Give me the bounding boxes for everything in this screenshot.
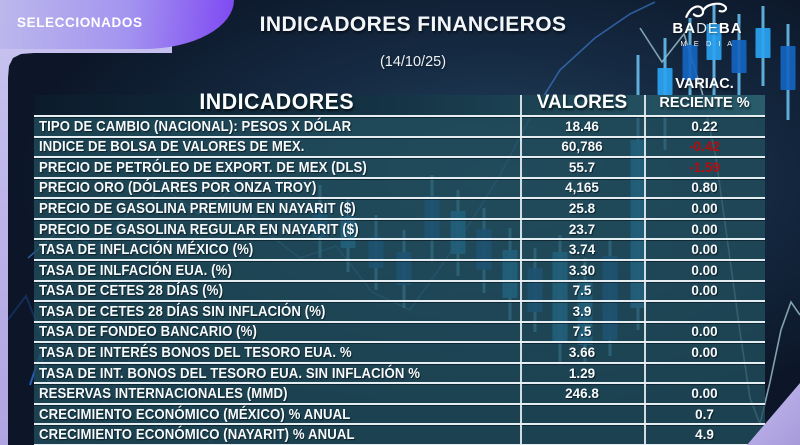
indicator-name: TASA DE CETES 28 DÍAS SIN INFLACIÓN (%) bbox=[39, 302, 326, 320]
indicator-name: TASA DE INFLACIÓN MÉXICO (%) bbox=[39, 241, 254, 259]
column-header-indicators-label: INDICADORES bbox=[199, 89, 355, 114]
indicator-variation: 0.00 bbox=[691, 324, 718, 340]
indicator-name: PRECIO ORO (DÓLARES POR ONZA TROY) bbox=[39, 179, 317, 197]
column-header-indicators: INDICADORES bbox=[34, 89, 520, 115]
column-header-variation-line2: RECIENTE % bbox=[659, 95, 750, 111]
indicator-value: 3.30 bbox=[568, 262, 596, 278]
table-row: TASA DE CETES 28 DÍAS (%) 7.5 0.00 bbox=[34, 281, 765, 303]
indicator-value bbox=[520, 405, 644, 424]
badeba-logo-icon bbox=[684, 2, 727, 18]
indicator-name: TIPO DE CAMBIO (NACIONAL): PESOS X DÓLAR bbox=[39, 117, 352, 135]
indicator-name: INDICE DE BOLSA DE VALORES DE MEX. bbox=[39, 138, 305, 156]
indicator-variation: 0.7 bbox=[695, 406, 714, 422]
table-row: TASA DE INLFACIÓN EUA. (%) 3.30 0.00 bbox=[34, 260, 765, 282]
table-row: TIPO DE CAMBIO (NACIONAL): PESOS X DÓLAR… bbox=[34, 117, 765, 138]
selected-banner-label: SELECCIONADOS bbox=[17, 15, 143, 30]
title-block: INDICADORES FINANCIEROS bbox=[248, 13, 578, 37]
logo-name-part: BA bbox=[718, 20, 743, 37]
indicator-value: 7.5 bbox=[572, 283, 592, 299]
indicator-variation: -0.42 bbox=[689, 139, 720, 155]
indicator-variation: 0.80 bbox=[691, 180, 718, 196]
indicator-name: TASA DE INT. BONOS DEL TESORO EUA. SIN I… bbox=[39, 364, 421, 382]
table-row: RESERVAS INTERNACIONALES (MMD) 246.8 0.0… bbox=[34, 384, 765, 405]
indicator-name: TASA DE INLFACIÓN EUA. (%) bbox=[39, 261, 232, 279]
column-header-values-label: VALORES bbox=[536, 92, 628, 113]
logo-name-part: DE bbox=[696, 20, 719, 37]
indicator-value: 1.29 bbox=[568, 365, 596, 381]
indicator-variation: 0.00 bbox=[691, 262, 718, 278]
column-divider bbox=[644, 95, 646, 445]
column-header-values: VALORES bbox=[520, 92, 644, 115]
table-body: TIPO DE CAMBIO (NACIONAL): PESOS X DÓLAR… bbox=[34, 117, 765, 445]
indicator-value: 4,165 bbox=[565, 180, 599, 196]
indicator-name: PRECIO DE PETRÓLEO DE EXPORT. DE MEX (DL… bbox=[39, 158, 367, 176]
indicator-variation: 0.00 bbox=[691, 221, 718, 237]
table-row: CRECIMIENTO ECONÓMICO (NAYARIT) % ANUAL … bbox=[34, 425, 765, 445]
table-row: TASA DE INTERÉS BONOS DEL TESORO EUA. % … bbox=[34, 343, 765, 364]
table-row: TASA DE INFLACIÓN MÉXICO (%) 3.74 0.00 bbox=[34, 240, 765, 261]
indicator-value: 246.8 bbox=[565, 386, 599, 402]
table-row: PRECIO DE GASOLINA REGULAR EN NAYARIT ($… bbox=[34, 219, 765, 241]
indicator-value: 18.46 bbox=[565, 118, 599, 134]
column-header-variation: VARIAC. RECIENTE % bbox=[644, 76, 765, 115]
indicator-value bbox=[520, 425, 644, 444]
badeba-logo-subtitle: M E D I A bbox=[680, 39, 735, 48]
indicator-name: CRECIMIENTO ECONÓMICO (MÉXICO) % ANUAL bbox=[39, 405, 351, 423]
report-date: (14/10/25) bbox=[379, 54, 447, 70]
table-row: TASA DE INT. BONOS DEL TESORO EUA. SIN I… bbox=[34, 363, 765, 385]
indicator-variation: 0.00 bbox=[691, 344, 718, 360]
indicator-value: 3.66 bbox=[568, 344, 596, 360]
indicator-name: TASA DE INTERÉS BONOS DEL TESORO EUA. % bbox=[39, 343, 352, 361]
indicator-value: 3.74 bbox=[568, 242, 596, 258]
table-header: INDICADORES VALORES VARIAC. RECIENTE % bbox=[34, 76, 765, 117]
indicator-variation: 0.00 bbox=[691, 386, 718, 402]
indicator-value: 60,786 bbox=[561, 139, 603, 155]
indicator-value: 7.5 bbox=[572, 324, 592, 340]
indicator-variation: 0.00 bbox=[691, 283, 718, 299]
indicators-table: INDICADORES VALORES VARIAC. RECIENTE % T… bbox=[34, 76, 765, 445]
indicator-variation: 0.00 bbox=[691, 242, 718, 258]
indicator-name: TASA DE FONDEO BANCARIO (%) bbox=[39, 323, 257, 341]
column-header-variation-label: VARIAC. RECIENTE % bbox=[644, 75, 765, 113]
table-row: CRECIMIENTO ECONÓMICO (MÉXICO) % ANUAL 0… bbox=[34, 404, 765, 426]
indicator-name: PRECIO DE GASOLINA REGULAR EN NAYARIT ($… bbox=[39, 220, 359, 238]
indicator-name: PRECIO DE GASOLINA PREMIUM EN NAYARIT ($… bbox=[39, 200, 356, 218]
indicator-variation bbox=[644, 364, 765, 383]
indicator-variation: 0.00 bbox=[691, 201, 718, 217]
badeba-logo-name: BADEBA bbox=[655, 21, 760, 37]
column-divider bbox=[520, 95, 522, 445]
indicator-name: TASA DE CETES 28 DÍAS (%) bbox=[39, 282, 224, 300]
column-header-variation-line1: VARIAC. bbox=[675, 76, 734, 92]
badeba-logo: BADEBA M E D I A bbox=[655, 1, 760, 48]
table-row: TASA DE FONDEO BANCARIO (%) 7.5 0.00 bbox=[34, 322, 765, 344]
page-title: INDICADORES FINANCIEROS bbox=[259, 13, 567, 36]
indicator-value: 55.7 bbox=[568, 159, 596, 175]
indicator-value: 23.7 bbox=[568, 221, 596, 237]
indicator-variation: 0.22 bbox=[691, 118, 718, 134]
indicator-variation: 4.9 bbox=[695, 427, 714, 443]
indicator-variation bbox=[644, 302, 765, 321]
indicator-value: 3.9 bbox=[572, 303, 592, 319]
table-row: PRECIO DE PETRÓLEO DE EXPORT. DE MEX (DL… bbox=[34, 158, 765, 179]
indicator-name: RESERVAS INTERNACIONALES (MMD) bbox=[39, 385, 288, 403]
table-row: PRECIO ORO (DÓLARES POR ONZA TROY) 4,165… bbox=[34, 178, 765, 200]
indicator-name: CRECIMIENTO ECONÓMICO (NAYARIT) % ANUAL bbox=[39, 426, 355, 444]
table-row: TASA DE CETES 28 DÍAS SIN INFLACIÓN (%) … bbox=[34, 302, 765, 323]
indicator-value: 25.8 bbox=[568, 201, 596, 217]
table-row: PRECIO DE GASOLINA PREMIUM EN NAYARIT ($… bbox=[34, 199, 765, 220]
logo-name-part: BA bbox=[672, 20, 697, 37]
indicator-variation: -1.59 bbox=[689, 159, 720, 175]
table-row: INDICE DE BOLSA DE VALORES DE MEX. 60,78… bbox=[34, 137, 765, 159]
